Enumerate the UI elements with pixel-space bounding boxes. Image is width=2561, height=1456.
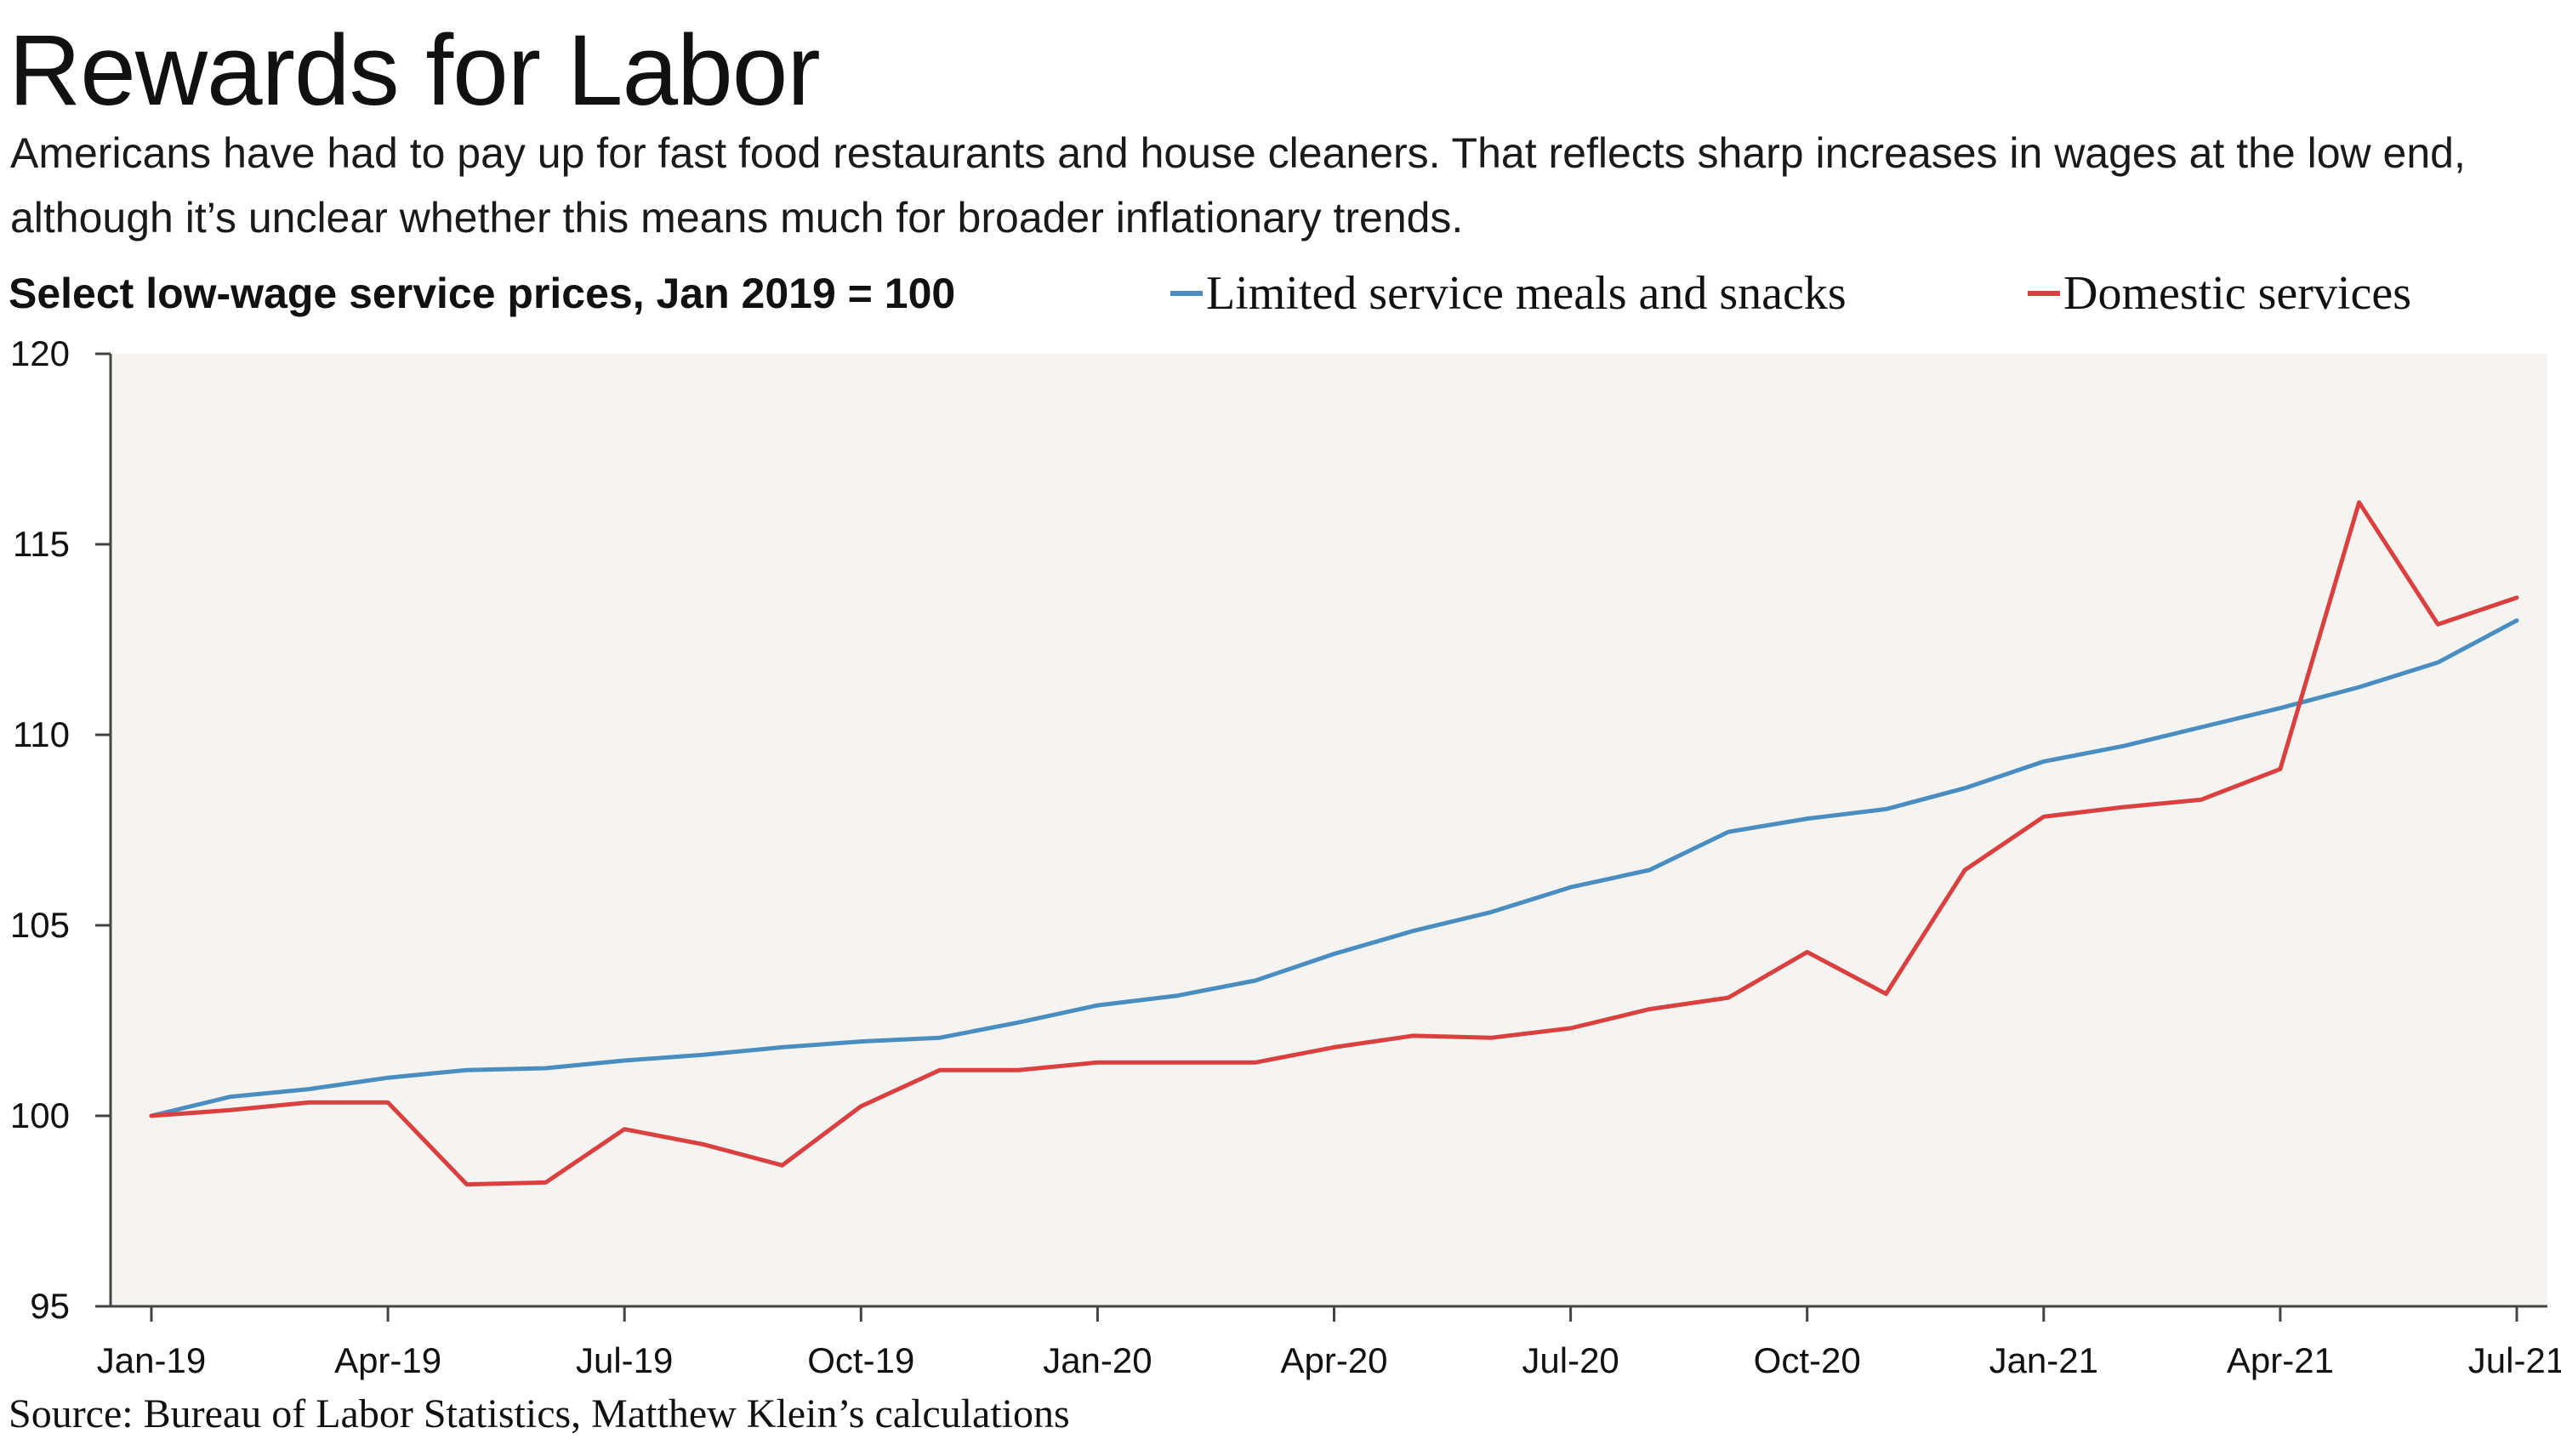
y-tick-label-120: 120 — [10, 333, 70, 373]
x-tick-label-Jul-20: Jul-20 — [1522, 1340, 1619, 1380]
page-subtitle: Americans have had to pay up for fast fo… — [10, 129, 2466, 242]
legend-swatch-limited-service — [1170, 291, 1203, 296]
x-tick-label-Apr-20: Apr-20 — [1280, 1340, 1387, 1380]
legend-item-domestic-services: Domestic services — [2028, 264, 2411, 323]
legend-label-limited-service: Limited service meals and snacks — [1206, 267, 1847, 320]
x-tick-label-Oct-19: Oct-19 — [807, 1340, 914, 1380]
source-note: Source: Bureau of Labor Statistics, Matt… — [9, 1391, 1070, 1436]
x-tick-label-Jan-21: Jan-21 — [1989, 1340, 2098, 1380]
y-tick-label-95: 95 — [30, 1286, 70, 1326]
y-tick-label-100: 100 — [10, 1095, 70, 1135]
plot-background — [111, 354, 2547, 1306]
x-tick-label-Apr-19: Apr-19 — [334, 1340, 441, 1380]
page-title: Rewards for Labor — [9, 14, 821, 127]
legend-item-limited-service: Limited service meals and snacks — [1170, 264, 1847, 323]
series-line-limited-service — [149, 618, 2519, 1118]
y-tick-label-115: 115 — [13, 524, 70, 564]
x-tick-label-Jul-19: Jul-19 — [576, 1340, 673, 1380]
x-tick-label-Jan-19: Jan-19 — [97, 1340, 206, 1380]
legend-swatch-domestic-services — [2028, 291, 2060, 296]
x-tick-label-Apr-21: Apr-21 — [2227, 1340, 2334, 1380]
y-tick-label-110: 110 — [13, 714, 70, 754]
series-line-domestic-services — [149, 500, 2519, 1187]
x-tick-label-Jul-21: Jul-21 — [2468, 1340, 2561, 1380]
legend-label-domestic-services: Domestic services — [2063, 267, 2411, 320]
x-tick-label-Jan-20: Jan-20 — [1043, 1340, 1152, 1380]
x-tick-label-Oct-20: Oct-20 — [1754, 1340, 1861, 1380]
y-tick-label-105: 105 — [10, 905, 70, 945]
chart-title: Select low-wage service prices, Jan 2019… — [9, 270, 956, 317]
